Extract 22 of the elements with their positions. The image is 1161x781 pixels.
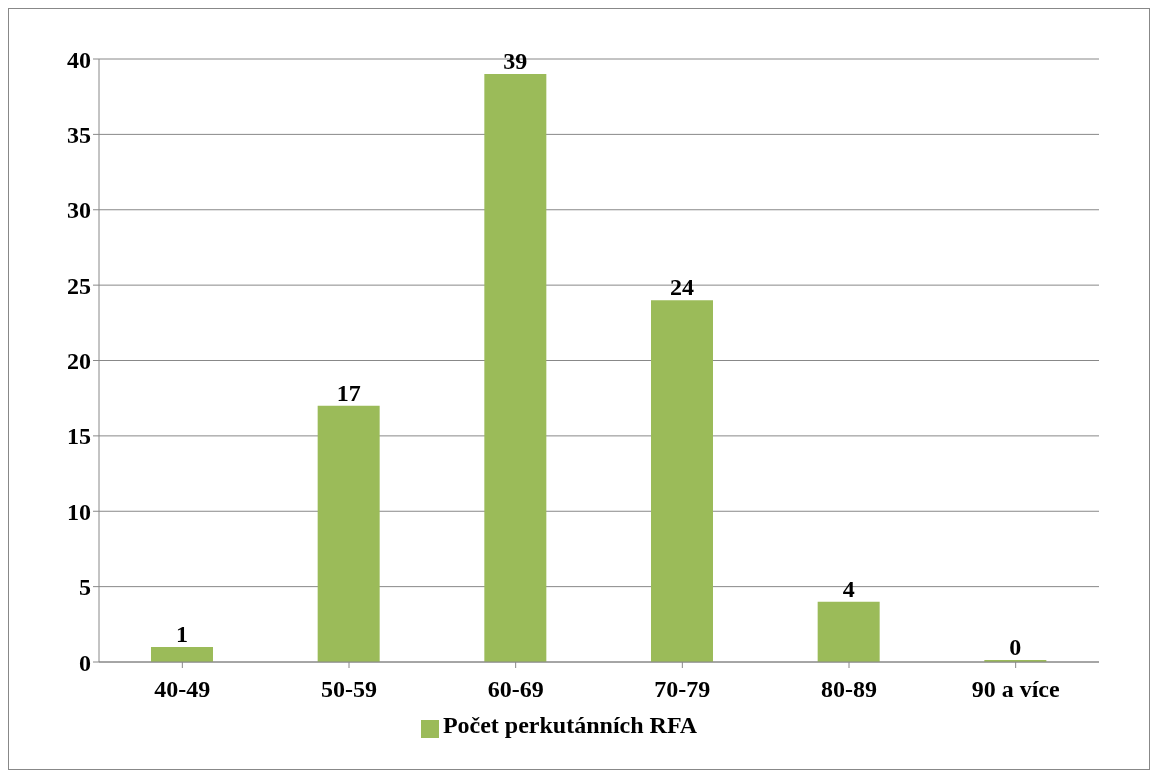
data-label: 0 [1009, 634, 1022, 660]
y-tick-label: 35 [67, 121, 91, 148]
x-tick-label: 90 a více [971, 676, 1060, 703]
x-tick-label: 80-89 [821, 676, 877, 703]
data-label: 39 [503, 48, 528, 75]
y-tick-label: 25 [67, 272, 91, 299]
y-tick-label: 30 [67, 197, 91, 224]
x-tick-label: 40-49 [154, 676, 211, 703]
y-tick-label: 15 [67, 423, 91, 450]
y-tick-label: 40 [67, 46, 91, 73]
x-tick-label: 70-79 [654, 676, 711, 703]
data-label: 4 [842, 575, 855, 602]
y-tick-label: 0 [79, 649, 91, 676]
legend-label: Počet perkutánních RFA [442, 712, 698, 738]
y-tick-label: 20 [67, 348, 91, 375]
y-tick-label: 10 [67, 498, 91, 525]
data-label: 24 [670, 274, 694, 301]
y-tick-label: 5 [79, 574, 91, 601]
x-tick-label: 60-69 [487, 676, 544, 703]
data-label: 1 [176, 620, 188, 647]
data-label: 17 [336, 379, 361, 406]
x-tick-label: 50-59 [321, 676, 377, 703]
